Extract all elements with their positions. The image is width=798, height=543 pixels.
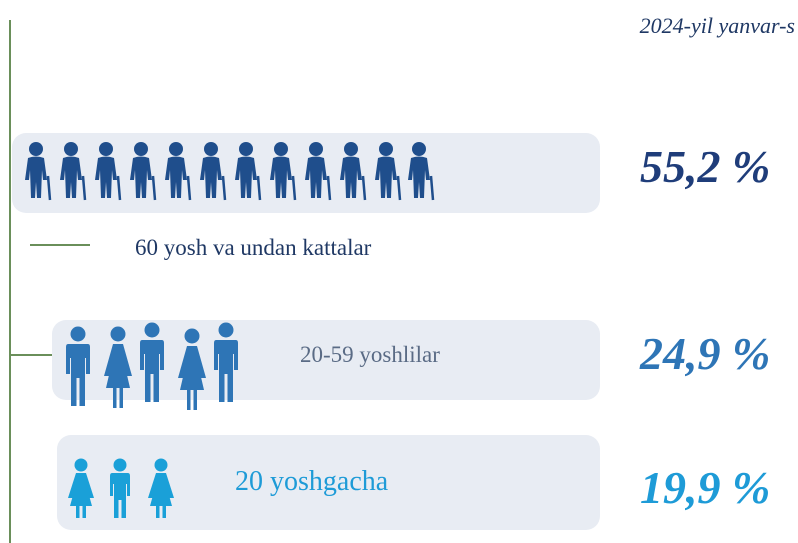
group-label: 60 yosh va undan kattalar bbox=[135, 235, 372, 260]
percent: 19,9 % bbox=[640, 462, 770, 513]
date: 2024-yil yanvar-s bbox=[640, 13, 795, 38]
percent: 55,2 % bbox=[640, 141, 770, 192]
group-label: 20-59 yoshlilar bbox=[300, 342, 440, 367]
group-label: 20 yoshgacha bbox=[235, 466, 389, 497]
group-bar bbox=[57, 435, 600, 530]
percent: 24,9 % bbox=[639, 328, 770, 379]
